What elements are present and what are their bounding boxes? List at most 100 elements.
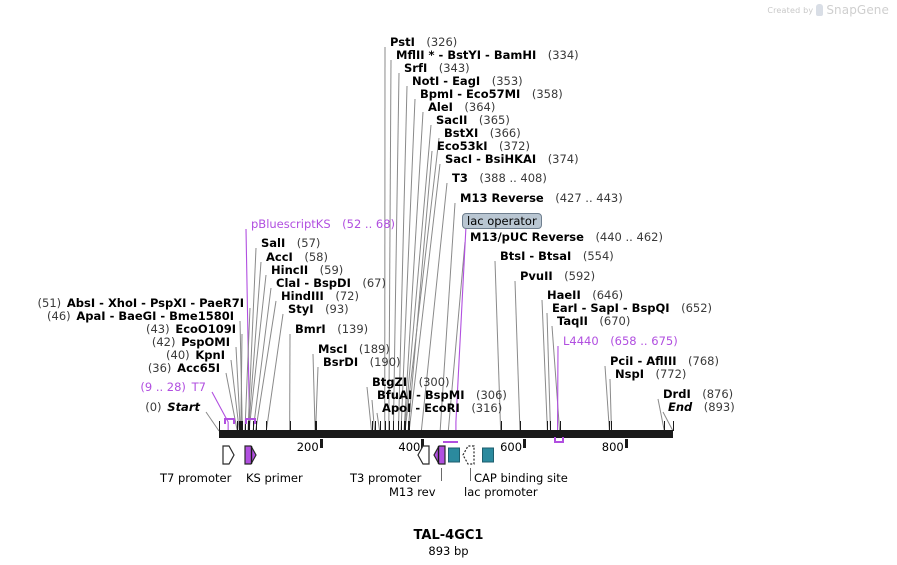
label-position: (646)	[592, 288, 624, 302]
label-name: PciI - AflIII	[610, 354, 677, 368]
label-name: SalI	[261, 236, 286, 250]
label-bfuai-bspmi[interactable]: BfuAI - BspMI (306)	[377, 389, 507, 401]
label-bpmi-eco57mi[interactable]: BpmI - Eco57MI (358)	[420, 88, 563, 100]
label-start[interactable]: (0) Start	[0, 401, 200, 413]
label-name: AccI	[266, 250, 293, 264]
label-pbluescriptks[interactable]: pBluescriptKS (52 .. 68)	[251, 218, 395, 230]
label-eari-sapi-bspqi[interactable]: EarI - SapI - BspQI (652)	[552, 302, 712, 314]
sequence-backbone-bar[interactable]	[219, 430, 673, 438]
plasmid-title: TAL-4GC1	[413, 528, 484, 543]
label-acci[interactable]: AccI (58)	[266, 251, 328, 263]
label-taqii[interactable]: TaqII (670)	[557, 315, 630, 327]
label-nspi[interactable]: NspI (772)	[615, 368, 686, 380]
feature-caption-ks-primer[interactable]: KS primer	[246, 471, 303, 485]
feature-range-marker[interactable]	[553, 441, 563, 443]
selected-feature-label-text: lac operator	[462, 213, 542, 229]
feature-caption-t7-promoter[interactable]: T7 promoter	[160, 471, 232, 485]
label-name: PspOMI	[181, 335, 230, 349]
label-position: (316)	[471, 401, 503, 415]
label-msci[interactable]: MscI (189)	[318, 343, 390, 355]
label-apoi-ecori[interactable]: ApoI - EcoRI (316)	[382, 402, 502, 414]
label-name: L4440	[563, 334, 599, 348]
feature-glyph-lac-promoter[interactable]	[461, 444, 477, 470]
label-apai-baegi-bme1580i[interactable]: (46) ApaI - BaeGI - Bme1580I	[0, 310, 234, 322]
label-btgzi[interactable]: BtgZI (300)	[372, 376, 450, 388]
cut-site-tick	[550, 421, 551, 431]
feature-range-marker-lac-operator[interactable]	[442, 441, 458, 443]
label-absi-xhoi-pspxi-paer7i[interactable]: (51) AbsI - XhoI - PspXI - PaeR7I	[0, 297, 244, 309]
feature-glyph-m13-rev[interactable]	[432, 444, 448, 470]
cut-site-tick	[290, 421, 291, 431]
label-name: BtsI - BtsaI	[500, 249, 572, 263]
label-position: (9 .. 28)	[140, 380, 186, 394]
label-eco53ki[interactable]: Eco53kI (372)	[437, 140, 530, 152]
label-name: HindIII	[281, 289, 324, 303]
label-bmri[interactable]: BmrI (139)	[295, 323, 368, 335]
feature-caption-cap-binding-site[interactable]: CAP binding site	[474, 471, 568, 485]
label-saci-bsihkai[interactable]: SacI - BsiHKAI (374)	[445, 153, 579, 165]
feature-range-marker[interactable]	[245, 418, 254, 420]
feature-caption-tie	[441, 468, 442, 481]
feature-glyph-cap-binding-site[interactable]	[480, 444, 496, 470]
label-position: (42)	[151, 335, 176, 349]
feature-glyph-t7-promoter[interactable]	[220, 444, 236, 470]
label-l4440[interactable]: L4440 (658 .. 675)	[563, 335, 678, 347]
label-m13-puc-reverse[interactable]: M13/pUC Reverse (440 .. 462)	[470, 231, 663, 243]
label-btsi-btsai[interactable]: BtsI - BtsaI (554)	[500, 250, 614, 262]
label-name: PvuII	[520, 269, 553, 283]
cut-site-tick	[316, 421, 317, 431]
label-hincii[interactable]: HincII (59)	[271, 264, 343, 276]
label-position: (36)	[147, 361, 172, 375]
label-bsrdi[interactable]: BsrDI (190)	[323, 356, 401, 368]
label-position: (554)	[582, 249, 614, 263]
label-t7[interactable]: (9 .. 28) T7	[0, 381, 206, 393]
label-srfi[interactable]: SrfI (343)	[404, 62, 470, 74]
label-drdi[interactable]: DrdI (876)	[663, 388, 733, 400]
label-t3[interactable]: T3 (388 .. 408)	[452, 172, 547, 184]
label-position: (440 .. 462)	[595, 230, 663, 244]
label-kpni[interactable]: (40) KpnI	[0, 349, 225, 361]
label-m13-reverse[interactable]: M13 Reverse (427 .. 443)	[460, 192, 623, 204]
cut-site-tick	[242, 421, 243, 431]
label-bstxi[interactable]: BstXI (366)	[444, 127, 521, 139]
label-name: EarI - SapI - BspQI	[552, 301, 670, 315]
label-pspomi[interactable]: (42) PspOMI	[0, 336, 230, 348]
label-position: (343)	[438, 61, 470, 75]
selected-feature-label-lac-operator[interactable]: lac operator	[462, 210, 542, 229]
label-haeii[interactable]: HaeII (646)	[547, 289, 623, 301]
feature-caption-lac-promoter[interactable]: lac promoter	[464, 485, 538, 499]
feature-glyph-t3-promoter[interactable]	[416, 444, 432, 470]
feature-caption-t3-promoter[interactable]: T3 promoter	[350, 471, 422, 485]
label-hindiii[interactable]: HindIII (72)	[281, 290, 359, 302]
label-position: (364)	[464, 100, 496, 114]
label-name: BsrDI	[323, 355, 359, 369]
label-psti[interactable]: PstI (326)	[390, 36, 457, 48]
label-ecoo109i[interactable]: (43) EcoO109I	[0, 323, 236, 335]
label-noti-eagi[interactable]: NotI - EagI (353)	[412, 75, 523, 87]
cut-site-tick	[315, 421, 316, 431]
label-sacii[interactable]: SacII (365)	[436, 114, 510, 126]
label-position: (52 .. 68)	[342, 217, 396, 231]
label-sali[interactable]: SalI (57)	[261, 237, 320, 249]
feature-glyph-lac-operator[interactable]	[446, 444, 462, 470]
label-mflii-bstyi-bamhi[interactable]: MflII * - BstYI - BamHI (334)	[396, 49, 579, 61]
cut-site-tick	[609, 421, 610, 431]
label-alei[interactable]: AleI (364)	[428, 101, 495, 113]
label-styi[interactable]: StyI (93)	[288, 303, 349, 315]
label-name: HincII	[271, 263, 309, 277]
feature-glyph-ks-primer[interactable]	[242, 444, 258, 470]
arrow-right-filled-icon	[242, 445, 258, 470]
label-acc65i[interactable]: (36) Acc65I	[0, 362, 220, 374]
label-name: BmrI	[295, 322, 326, 336]
ruler-tick	[421, 439, 425, 448]
feature-range-marker[interactable]	[223, 418, 234, 420]
label-position: (43)	[146, 322, 170, 336]
label-position: (139)	[337, 322, 369, 336]
feature-caption-m13-rev[interactable]: M13 rev	[389, 485, 436, 499]
label-end[interactable]: End (893)	[668, 401, 735, 413]
label-name: BpmI - Eco57MI	[420, 87, 521, 101]
snapgene-logo-icon	[816, 4, 824, 16]
label-pvuii[interactable]: PvuII (592)	[520, 270, 595, 282]
label-clai-bspdi[interactable]: ClaI - BspDI (67)	[276, 277, 386, 289]
label-pcii-afliii[interactable]: PciI - AflIII (768)	[610, 355, 719, 367]
